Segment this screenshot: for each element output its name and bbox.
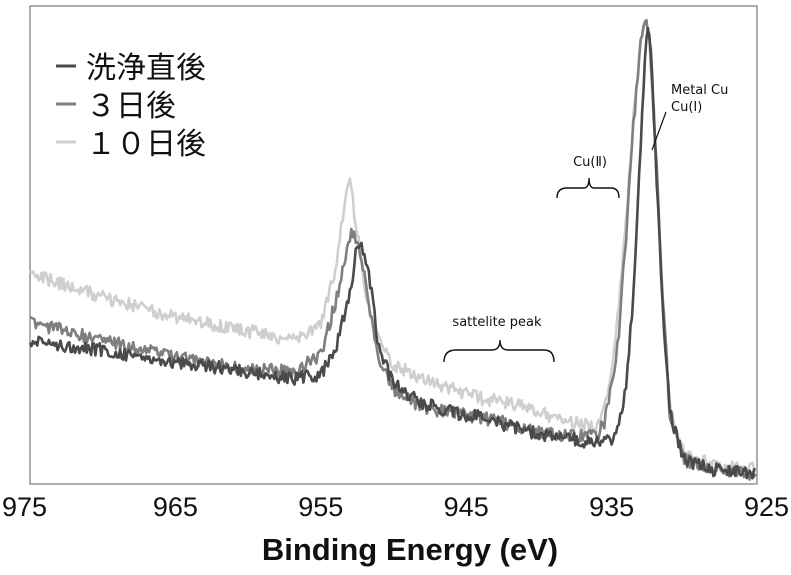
legend-label-2: １０日後: [86, 127, 206, 162]
annotation-cu-ii: Cu(Ⅱ): [573, 155, 607, 170]
legend-label-1: ３日後: [86, 89, 176, 124]
series-layer: [28, 18, 757, 481]
x-tick-label: 935: [589, 492, 634, 522]
annotation-leader-metal-cu: [651, 111, 667, 151]
legend-label-0: 洗浄直後: [86, 51, 206, 86]
x-tick-label: 955: [298, 492, 343, 522]
annotation-cu-i: Cu(Ⅰ): [671, 100, 702, 115]
annotations: sattelite peak Cu(Ⅱ) Metal Cu Cu(Ⅰ): [443, 83, 728, 363]
x-tick-label: 965: [153, 492, 198, 522]
annotation-bracket-sattelite: [443, 339, 555, 363]
annotation-bracket-cu-ii: [556, 177, 620, 199]
x-tick-label: 945: [444, 492, 489, 522]
x-tick-label: 925: [744, 492, 789, 522]
x-tick-label: 975: [2, 492, 47, 522]
series-line-1: [29, 18, 757, 481]
annotation-sattelite-peak: sattelite peak: [452, 315, 542, 330]
plot-frame: [29, 5, 758, 485]
x-axis-title: Binding Energy (eV): [262, 532, 558, 567]
legend: 洗浄直後 ３日後 １０日後: [56, 51, 206, 162]
series-line-0: [28, 26, 756, 480]
x-tick-labels: 975 965 955 945 935 925: [2, 492, 789, 522]
annotation-metal-cu: Metal Cu: [671, 83, 728, 98]
